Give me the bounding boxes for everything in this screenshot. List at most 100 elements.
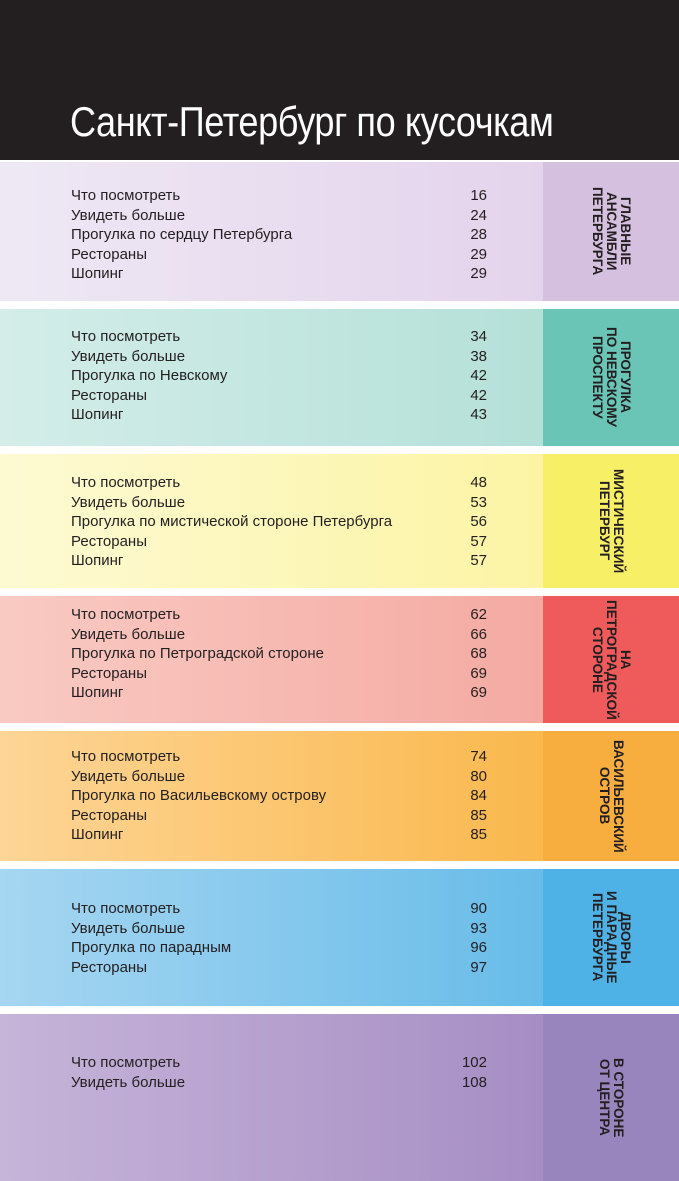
toc-entry[interactable]: Прогулка по сердцу Петербурга 28 bbox=[71, 225, 487, 245]
toc-entry[interactable]: Что посмотреть 62 bbox=[71, 605, 487, 625]
section-body: Что посмотреть 34 Увидеть больше 38 Прогул… bbox=[0, 309, 543, 446]
section-tab[interactable]: На Петроградской стороне bbox=[543, 596, 679, 723]
entry-label: Что посмотреть bbox=[71, 1054, 181, 1071]
toc-entry[interactable]: Рестораны 69 bbox=[71, 664, 487, 684]
section-tab[interactable]: Мистический Петербург bbox=[543, 454, 679, 588]
toc-entry[interactable]: Прогулка по Невскому 42 bbox=[71, 366, 487, 386]
entry-list: Что посмотреть 16 Увидеть больше 24 Прогул… bbox=[71, 186, 487, 284]
entry-page: 69 bbox=[470, 664, 487, 682]
entry-list: Что посмотреть 34 Увидеть больше 38 Прогул… bbox=[71, 327, 487, 425]
section-tab[interactable]: В стороне от центра bbox=[543, 1014, 679, 1181]
page-title: Санкт-Петербург по кусочкам bbox=[70, 98, 554, 145]
section-body: Что посмотреть 90 Увидеть больше 93 Прогул… bbox=[0, 869, 543, 1006]
entry-page: 108 bbox=[461, 1073, 487, 1091]
toc-entry[interactable]: Что посмотреть 74 bbox=[71, 747, 487, 767]
entry-label: Рестораны bbox=[71, 386, 147, 404]
entry-label: Рестораны bbox=[71, 958, 147, 976]
entry-label: Рестораны bbox=[71, 664, 147, 682]
toc-entry[interactable]: Рестораны 97 bbox=[71, 958, 487, 978]
section-tab-label: Васильевский остров bbox=[597, 739, 626, 853]
entry-list: Что посмотреть 62 Увидеть больше 66 Прогул… bbox=[71, 605, 487, 703]
section-nevsky: Что посмотреть 34 Увидеть больше 38 Прогул… bbox=[0, 309, 679, 446]
entry-page: 42 bbox=[470, 386, 487, 404]
toc-entry[interactable]: Что посмотреть 16 bbox=[71, 186, 487, 206]
toc-entry[interactable]: Прогулка по парадным 96 bbox=[71, 938, 487, 958]
entry-page: 43 bbox=[470, 406, 487, 423]
toc-entry[interactable]: Увидеть больше 108 bbox=[71, 1073, 487, 1093]
section-body: Что посмотреть 62 Увидеть больше 66 Прогул… bbox=[0, 596, 543, 723]
toc-entry[interactable]: Рестораны 57 bbox=[71, 532, 487, 552]
toc-entry[interactable]: Рестораны 42 bbox=[71, 386, 487, 406]
section-tab-label: Главные ансамбли Петербурга bbox=[590, 187, 633, 276]
toc-entry[interactable]: Что посмотреть 90 bbox=[71, 899, 487, 919]
entry-label: Что посмотреть bbox=[71, 328, 181, 345]
entry-page: 66 bbox=[470, 625, 487, 643]
toc-entry[interactable]: Шопинг 69 bbox=[71, 683, 487, 703]
section-tab[interactable]: Главные ансамбли Петербурга bbox=[543, 162, 679, 301]
entry-label: Рестораны bbox=[71, 245, 147, 263]
toc-entry[interactable]: Шопинг 29 bbox=[71, 264, 487, 284]
toc-entry[interactable]: Увидеть больше 53 bbox=[71, 493, 487, 513]
entry-label: Прогулка по Васильевскому острову bbox=[71, 787, 327, 804]
toc-entry[interactable]: Увидеть больше 93 bbox=[71, 919, 487, 939]
entry-label: Увидеть больше bbox=[71, 493, 186, 511]
entry-page: 68 bbox=[470, 645, 487, 662]
entry-label: Рестораны bbox=[71, 532, 147, 550]
toc-entry[interactable]: Рестораны 85 bbox=[71, 806, 487, 826]
entry-page: 56 bbox=[470, 513, 487, 530]
entry-page: 84 bbox=[470, 787, 487, 804]
toc-entry[interactable]: Прогулка по мистической стороне Петербур… bbox=[71, 512, 487, 532]
section-main-ensembles: Что посмотреть 16 Увидеть больше 24 Прогул… bbox=[0, 162, 679, 301]
entry-label: Прогулка по парадным bbox=[71, 939, 232, 956]
entry-page: 62 bbox=[470, 606, 487, 623]
section-mystic: Что посмотреть 48 Увидеть больше 53 Прогул… bbox=[0, 454, 679, 588]
toc-entry[interactable]: Что посмотреть 102 bbox=[71, 1053, 487, 1073]
section-body: Что посмотреть 48 Увидеть больше 53 Прогул… bbox=[0, 454, 543, 588]
entry-page: 34 bbox=[470, 328, 487, 345]
toc-entry[interactable]: Увидеть больше 24 bbox=[71, 206, 487, 226]
section-tab[interactable]: Васильевский остров bbox=[543, 731, 679, 861]
entry-label: Увидеть больше bbox=[71, 625, 186, 643]
entry-page: 29 bbox=[470, 245, 487, 263]
entry-page: 80 bbox=[470, 767, 487, 785]
entry-page: 57 bbox=[470, 552, 487, 569]
entry-label: Что посмотреть bbox=[71, 606, 181, 623]
entry-page: 29 bbox=[470, 265, 487, 282]
section-body: Что посмотреть 16 Увидеть больше 24 Прогул… bbox=[0, 162, 543, 301]
entry-label: Увидеть больше bbox=[71, 919, 186, 937]
entry-label: Шопинг bbox=[71, 265, 124, 282]
toc-entry[interactable]: Рестораны 29 bbox=[71, 245, 487, 265]
toc-entry[interactable]: Шопинг 57 bbox=[71, 551, 487, 571]
section-tab[interactable]: Дворы и парадные Петербурга bbox=[543, 869, 679, 1006]
toc-entry[interactable]: Прогулка по Васильевскому острову 84 bbox=[71, 786, 487, 806]
toc-entry[interactable]: Увидеть больше 38 bbox=[71, 347, 487, 367]
entry-label: Увидеть больше bbox=[71, 206, 186, 224]
entry-label: Что посмотреть bbox=[71, 748, 181, 765]
toc-entry[interactable]: Шопинг 43 bbox=[71, 405, 487, 425]
entry-label: Что посмотреть bbox=[71, 900, 181, 917]
section-tab-label: Мистический Петербург bbox=[597, 468, 626, 574]
entry-page: 97 bbox=[470, 958, 487, 976]
entry-label: Рестораны bbox=[71, 806, 147, 824]
entry-label: Прогулка по сердцу Петербурга bbox=[71, 226, 293, 243]
entry-page: 85 bbox=[470, 826, 487, 843]
entry-page: 93 bbox=[470, 919, 487, 937]
entry-label: Шопинг bbox=[71, 684, 124, 701]
section-courtyards: Что посмотреть 90 Увидеть больше 93 Прогул… bbox=[0, 869, 679, 1006]
toc-entry[interactable]: Что посмотреть 34 bbox=[71, 327, 487, 347]
section-tab-label: В стороне от центра bbox=[597, 1057, 626, 1138]
entry-page: 24 bbox=[470, 206, 487, 224]
toc-entry[interactable]: Увидеть больше 66 bbox=[71, 625, 487, 645]
toc-entry[interactable]: Что посмотреть 48 bbox=[71, 473, 487, 493]
section-body: Что посмотреть 102 Увидеть больше 108 bbox=[0, 1014, 543, 1181]
section-tab[interactable]: Прогулка по Невскому проспекту bbox=[543, 309, 679, 446]
section-petrograd: Что посмотреть 62 Увидеть больше 66 Прогул… bbox=[0, 596, 679, 723]
entry-label: Увидеть больше bbox=[71, 767, 186, 785]
toc-entry[interactable]: Шопинг 85 bbox=[71, 825, 487, 845]
entry-label: Что посмотреть bbox=[71, 187, 181, 204]
toc-entry[interactable]: Увидеть больше 80 bbox=[71, 767, 487, 787]
entry-page: 85 bbox=[470, 806, 487, 824]
toc-entry[interactable]: Прогулка по Петроградской стороне 68 bbox=[71, 644, 487, 664]
entry-label: Шопинг bbox=[71, 406, 124, 423]
entry-page: 38 bbox=[470, 347, 487, 365]
